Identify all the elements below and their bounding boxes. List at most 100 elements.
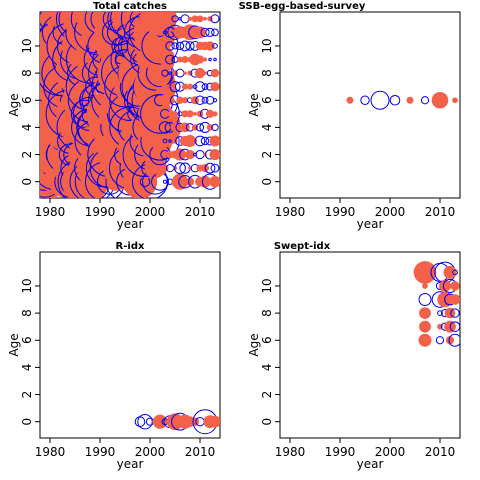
x-tick-label: 1980	[275, 445, 306, 459]
bubble-positive	[167, 111, 173, 117]
bubble-positive	[186, 110, 194, 118]
y-axis-title: Age	[247, 333, 261, 356]
panel-title: Swept-idx	[274, 241, 331, 252]
x-tick-label: 2010	[185, 205, 216, 219]
bubble-positive	[431, 91, 449, 109]
plot-frame	[279, 11, 461, 199]
x-axis: 1980 1990 2000 2010	[35, 197, 216, 219]
x-tick-label: 2010	[425, 445, 456, 459]
bubble-negative	[435, 336, 445, 345]
y-tick-label: 6	[20, 96, 34, 104]
x-axis-title: year	[117, 457, 144, 471]
bubble-positive	[452, 97, 458, 104]
x-tick-label: 1980	[35, 445, 66, 459]
x-axis: 1980 1990 2000 2010	[275, 197, 455, 219]
bubble-positive	[193, 111, 197, 116]
bubble-positive	[346, 96, 354, 104]
bubble-negative	[171, 15, 179, 23]
y-tick-label: 4	[20, 364, 34, 372]
bubble-negative	[185, 41, 195, 51]
bubble-positive	[419, 320, 431, 333]
y-tick-label: 10	[20, 278, 34, 293]
y-tick-label: 0	[260, 418, 274, 426]
bubble-negative	[165, 41, 175, 51]
y-tick-label: 2	[260, 391, 274, 399]
bubble-negative	[174, 162, 186, 175]
bubble-positive	[209, 176, 220, 188]
y-axis: 0 2 4 6 8 10	[260, 38, 281, 186]
y-tick-label: 8	[20, 69, 34, 77]
bubble-positive	[165, 14, 175, 24]
x-tick-label: 2000	[135, 205, 166, 219]
bubble-positive	[199, 175, 211, 188]
bubble-negative	[389, 94, 401, 106]
bubble-positive	[172, 111, 178, 117]
bubble-positive	[196, 15, 204, 23]
bubble-positive	[152, 414, 168, 429]
panel-ssb-egg-survey: SSB-egg-based-survey year Age 0 2 4 6 8 10 19…	[239, 1, 461, 231]
bubble-negative	[161, 69, 169, 77]
y-tick-label: 6	[260, 336, 274, 344]
bubble-positive	[422, 283, 428, 289]
x-tick-label: 1980	[35, 205, 66, 219]
y-axis-title: Age	[7, 93, 21, 116]
y-tick-label: 4	[260, 364, 274, 372]
bubble-negative	[437, 310, 443, 316]
bubble-positive	[418, 333, 432, 347]
panel-title: SSB-egg-based-survey	[239, 1, 366, 12]
y-axis: 0 2 4 6 8 10	[20, 38, 41, 186]
bubble-negative	[204, 162, 216, 174]
bubble-negative	[452, 269, 458, 276]
bubble-positive	[191, 96, 199, 105]
bubble-positive	[449, 294, 460, 305]
y-tick-label: 2	[260, 151, 274, 159]
x-axis-title: year	[117, 217, 144, 231]
y-axis-title: Age	[247, 93, 261, 116]
bubble-positive	[181, 83, 189, 90]
bubble-marks	[413, 261, 460, 347]
bubble-negative	[175, 41, 185, 51]
bubble-negative	[448, 333, 460, 347]
bubble-negative	[211, 28, 219, 37]
bubble-positive	[212, 111, 218, 117]
y-tick-label: 6	[20, 336, 34, 344]
bubble-negative	[201, 96, 209, 104]
bubble-negative	[450, 308, 460, 318]
bubble-positive	[209, 149, 220, 161]
bubble-positive	[187, 16, 193, 21]
y-tick-label: 4	[20, 124, 34, 132]
x-tick-label: 1990	[85, 445, 116, 459]
y-tick-label: 8	[20, 309, 34, 317]
bubble-negative	[134, 416, 146, 428]
bubble-negative	[162, 179, 168, 184]
y-axis: 0 2 4 6 8 10	[260, 278, 281, 426]
bubble-positive	[209, 135, 220, 147]
panel-total-catches: Total catches year Age 0 2 4 6 8 10 1980 1990 2…	[7, 1, 221, 231]
bubble-negative	[200, 136, 210, 146]
bubble-positive	[406, 96, 414, 104]
x-axis: 1980 1990 2000 2010	[35, 437, 215, 459]
y-tick-label: 10	[260, 278, 274, 293]
bubble-positive	[181, 55, 189, 64]
bubble-positive	[443, 265, 457, 279]
bubble-negative	[418, 293, 432, 307]
bubble-negative	[169, 81, 181, 93]
bubble-negative	[360, 95, 370, 105]
x-tick-label: 2000	[375, 445, 406, 459]
bubble-negative	[194, 81, 206, 93]
bubble-negative	[195, 123, 205, 132]
bubble-positive	[172, 138, 178, 144]
y-tick-label: 8	[260, 309, 274, 317]
y-tick-label: 6	[260, 96, 274, 104]
bubble-positive	[185, 177, 195, 186]
bubble-marks	[134, 409, 220, 435]
x-axis: 1980 1990 2000 2010	[275, 437, 456, 459]
panel-title: R-idx	[116, 241, 145, 252]
bubble-marks	[40, 12, 220, 198]
bubble-positive	[161, 83, 169, 90]
bubble-negative	[212, 43, 218, 49]
panel-swept-idx: Swept-idx year Age 0 2 4 6 8 10 1980 1990 2000 2…	[247, 241, 461, 471]
x-tick-label: 2000	[135, 445, 166, 459]
bubble-positive	[210, 81, 220, 92]
bubble-negative	[201, 83, 209, 91]
